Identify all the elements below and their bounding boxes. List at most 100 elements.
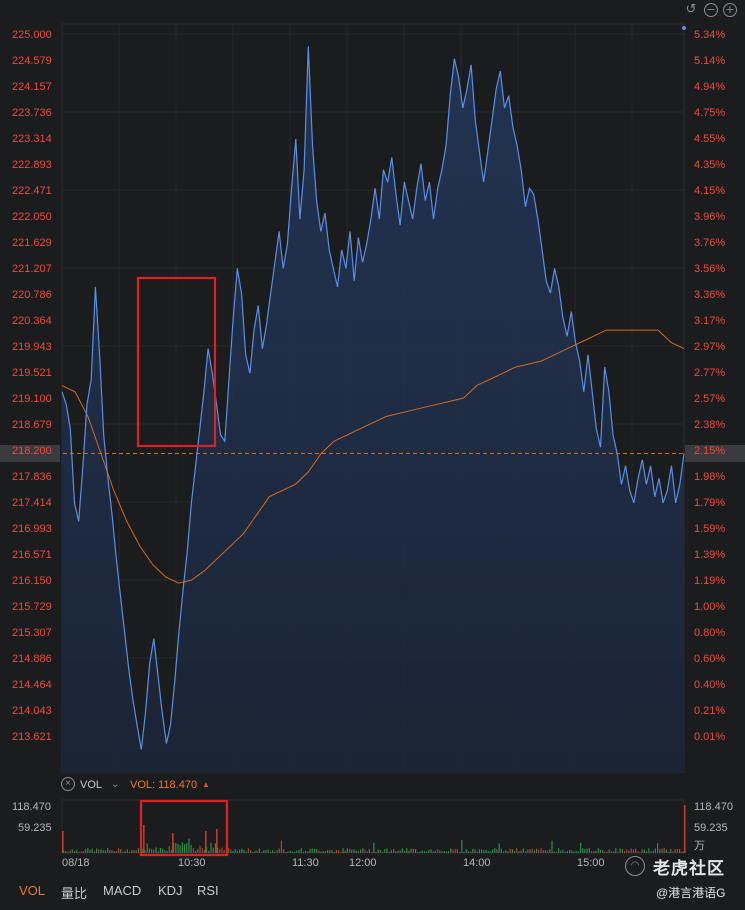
volume-bar [663, 848, 665, 853]
volume-bar [450, 848, 452, 853]
volume-bar [529, 849, 531, 853]
volume-bar [474, 849, 476, 853]
volume-bar [298, 850, 300, 853]
volume-bar [485, 849, 487, 853]
volume-bar [179, 845, 181, 853]
triangle-up-icon: ▲ [202, 780, 210, 789]
pct-axis-label: 4.55% [694, 133, 725, 145]
volume-bar [650, 851, 652, 853]
tab-macd[interactable]: MACD [103, 883, 142, 898]
undo-icon[interactable]: ↺ [685, 2, 697, 17]
volume-bar [410, 848, 412, 853]
pct-axis-label: 0.21% [694, 705, 725, 717]
pct-axis-label: 4.75% [694, 107, 725, 119]
minus-icon[interactable]: − [704, 3, 718, 17]
volume-bar [102, 850, 104, 853]
volume-bar [434, 850, 436, 853]
volume-bar [111, 850, 113, 853]
volume-bar [404, 850, 406, 853]
volume-bar [681, 851, 683, 853]
volume-bar [214, 843, 216, 853]
volume-bar [668, 851, 670, 853]
volume-bar [351, 849, 353, 853]
volume-bar [406, 848, 408, 853]
volume-bar [234, 849, 236, 853]
volume-bar [487, 850, 489, 853]
volume-bar [252, 851, 254, 853]
close-icon[interactable]: × [61, 777, 75, 791]
volume-bar [441, 851, 443, 853]
volume-bar [483, 850, 485, 853]
volume-bar [397, 850, 399, 853]
price-chart: 225.000 224.579 224.157 223.736 223.314 222.8… [0, 23, 745, 869]
pct-axis-label: 1.59% [694, 523, 725, 535]
tab-vol[interactable]: VOL [19, 883, 46, 898]
volume-bar [118, 848, 120, 853]
volume-bar [443, 851, 445, 853]
last-point-marker [682, 26, 686, 30]
volume-bar [478, 849, 480, 853]
volume-bar [547, 850, 549, 853]
tab-rsi[interactable]: RSI [197, 883, 219, 898]
volume-bar [142, 848, 144, 853]
plus-icon[interactable]: + [723, 3, 737, 17]
price-axis-label: 225.000 [12, 29, 52, 41]
volume-bar [569, 849, 571, 853]
volume-indicator-label[interactable]: VOL [80, 779, 103, 791]
volume-bar [236, 850, 238, 853]
volume-bar [338, 850, 340, 853]
volume-bar [305, 850, 307, 853]
pct-axis-label: 4.15% [694, 185, 725, 197]
volume-bar [67, 851, 69, 853]
volume-bar [107, 848, 109, 853]
volume-bar [555, 851, 557, 853]
volume-bar [144, 850, 146, 853]
volume-bar [96, 848, 98, 853]
price-axis-label: 224.157 [12, 81, 52, 93]
volume-axis-label: 59.235 [18, 822, 52, 834]
volume-bar [322, 851, 324, 853]
volume-bar [151, 848, 153, 853]
volume-bar [307, 851, 309, 853]
volume-bar [247, 848, 249, 853]
volume-bar [494, 848, 496, 853]
volume-bar [679, 849, 681, 853]
volume-bar [335, 849, 337, 853]
volume-axis-label: 118.470 [12, 801, 51, 813]
volume-bar [533, 850, 535, 853]
volume-bar [419, 851, 421, 853]
volume-bar [135, 850, 137, 853]
volume-bar [199, 845, 201, 853]
volume-bar [584, 849, 586, 853]
volume-bar [500, 848, 502, 853]
watermark-title: 老虎社区 [653, 859, 725, 878]
volume-bar [327, 850, 329, 853]
volume-bar [186, 843, 188, 853]
volume-bar [162, 848, 164, 853]
price-axis-label: 220.364 [12, 315, 52, 327]
volume-bar [261, 851, 263, 853]
price-axis-label: 224.579 [12, 55, 52, 67]
volume-bar [124, 851, 126, 853]
volume-bar [148, 848, 150, 853]
volume-bar [263, 850, 265, 853]
volume-bar [146, 843, 148, 853]
tab-volume-ratio[interactable]: 量比 [61, 886, 88, 901]
price-axis-label: 216.993 [12, 523, 52, 535]
tab-kdj[interactable]: KDJ [158, 883, 183, 898]
volume-bar [516, 848, 518, 853]
volume-bar [333, 851, 335, 853]
volume-bar [122, 851, 124, 853]
volume-bar [549, 849, 551, 853]
volume-bar [324, 851, 326, 853]
volume-bar [331, 850, 333, 853]
chevron-down-icon[interactable]: ⌄ [111, 779, 120, 790]
volume-bar [421, 850, 423, 853]
volume-bar [120, 849, 122, 853]
volume-bar [564, 851, 566, 853]
volume-bar [659, 849, 661, 853]
volume-bar [223, 850, 225, 853]
volume-bar [280, 840, 282, 853]
volume-bar [216, 829, 218, 853]
volume-bar [302, 851, 304, 853]
